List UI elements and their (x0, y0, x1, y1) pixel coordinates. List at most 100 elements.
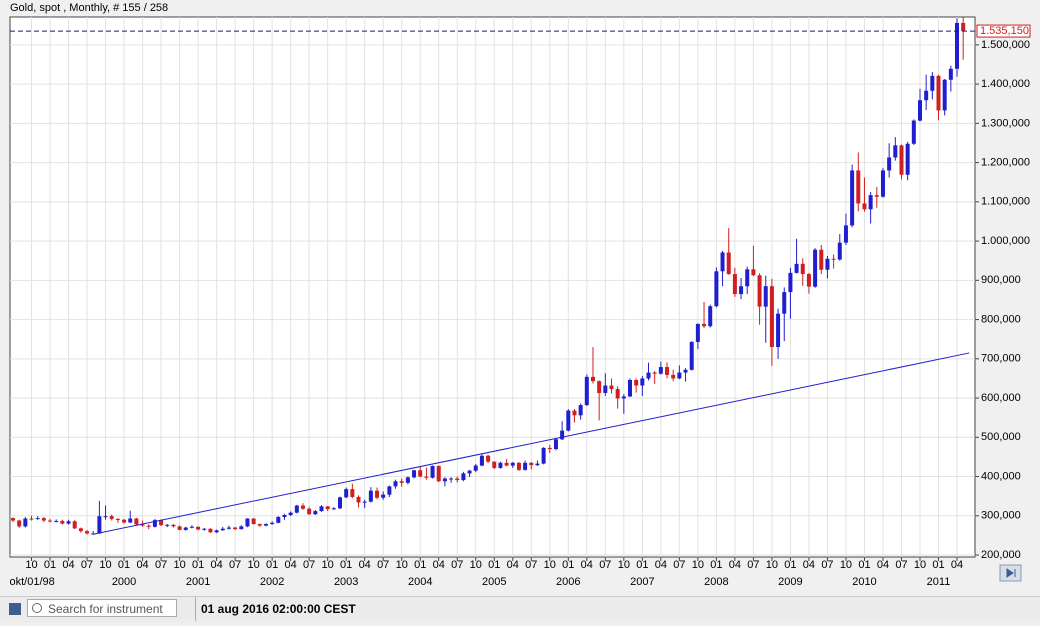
candle-body (924, 90, 929, 101)
x-tick-label: 10 (396, 559, 408, 571)
candle-body (739, 286, 744, 295)
candle-body (893, 145, 898, 158)
x-year-label: 2009 (778, 576, 802, 588)
x-tick-label: 10 (618, 559, 630, 571)
candle-body (208, 528, 213, 533)
candle-body (387, 486, 392, 495)
scroll-button[interactable] (999, 564, 1022, 582)
x-tick-label: 07 (155, 559, 167, 571)
y-tick-label: 200,000 (981, 549, 1021, 561)
candle-body (702, 323, 707, 327)
candle-body (54, 520, 59, 522)
y-tick-label: 700,000 (981, 353, 1021, 365)
candle-body (134, 518, 139, 525)
candle-body (196, 526, 201, 530)
candle-body (325, 506, 330, 510)
candle-body (634, 380, 639, 386)
candle-body (677, 372, 682, 379)
candle-body (455, 478, 460, 481)
x-tick-label: 01 (414, 559, 426, 571)
search-box[interactable]: Search for instrument (27, 599, 177, 617)
candle-body (189, 526, 194, 528)
candle-body (467, 470, 472, 474)
candle-body (29, 518, 34, 520)
candle-body (831, 258, 836, 260)
y-tick-label: 1.100,000 (981, 196, 1030, 208)
candle-body (48, 520, 53, 522)
x-tick-label: 07 (525, 559, 537, 571)
x-tick-label: 01 (932, 559, 944, 571)
candle-body (233, 527, 238, 530)
candle-body (405, 477, 410, 483)
y-tick-label: 1.400,000 (981, 78, 1030, 90)
x-tick-label: 07 (377, 559, 389, 571)
candle-body (560, 430, 565, 440)
candle-body (683, 369, 688, 373)
trendline (93, 352, 970, 535)
candle-body (362, 501, 367, 503)
chart-title: Gold, spot , Monthly, # 155 / 258 (10, 2, 168, 14)
candle-body (695, 323, 700, 342)
candle-body (245, 518, 250, 527)
candle-body (479, 455, 484, 466)
candle-body (862, 203, 867, 210)
candle-body (300, 505, 305, 509)
candle-body (621, 396, 626, 399)
candle-body (344, 489, 349, 498)
candle-body (590, 376, 595, 382)
x-tick-label: 07 (599, 559, 611, 571)
y-tick-label: 900,000 (981, 274, 1021, 286)
scroll-button-icon[interactable] (1006, 568, 1016, 578)
candle-body (60, 520, 65, 524)
candle-body (183, 527, 188, 530)
x-tick-label: 01 (44, 559, 56, 571)
candle-body (547, 447, 552, 450)
candle-body (837, 242, 842, 260)
candle-body (868, 195, 873, 210)
x-year-label: 2006 (556, 576, 580, 588)
candle-body (806, 274, 811, 287)
candle-body (529, 462, 534, 466)
candle-body (794, 263, 799, 273)
candle-body (331, 508, 336, 510)
price-label: 1.535,150 (980, 25, 1029, 37)
candle-body (356, 496, 361, 503)
candle-body (393, 481, 398, 487)
x-tick-label: 07 (451, 559, 463, 571)
x-tick-label: 01 (488, 559, 500, 571)
candle-body (177, 526, 182, 530)
y-tick-label: 400,000 (981, 470, 1021, 482)
candle-body (171, 524, 176, 527)
x-tick-label: 10 (692, 559, 704, 571)
x-tick-label: 01 (858, 559, 870, 571)
candle-body (492, 461, 497, 468)
y-tick-label: 1.300,000 (981, 117, 1030, 129)
x-tick-label: 10 (322, 559, 334, 571)
y-tick-label: 1.000,000 (981, 235, 1030, 247)
candle-body (461, 473, 466, 481)
candle-body (603, 385, 608, 393)
candle-body (11, 518, 15, 521)
candle-body (640, 378, 645, 386)
candle-body (732, 274, 737, 295)
candle-body (473, 465, 478, 471)
candle-body (880, 170, 885, 197)
candle-body (665, 367, 670, 375)
candle-body (720, 252, 725, 272)
candle-body (239, 526, 244, 530)
candle-body (103, 516, 108, 518)
chart: Gold, spot , Monthly, # 155 / 258 10 01 04… (9, 1, 1031, 588)
candle-body (41, 518, 46, 521)
x-year-label: 2010 (852, 576, 876, 588)
candle-body (535, 463, 540, 466)
candle-body (442, 478, 447, 482)
x-tick-label: 07 (673, 559, 685, 571)
menu-icon[interactable] (9, 603, 21, 615)
candle-body (375, 490, 380, 498)
candle-body (122, 519, 127, 523)
candle-body (899, 145, 904, 175)
candle-body (584, 376, 589, 406)
candle-body (769, 286, 774, 348)
candle-body (763, 286, 768, 307)
candle-body (751, 269, 756, 276)
